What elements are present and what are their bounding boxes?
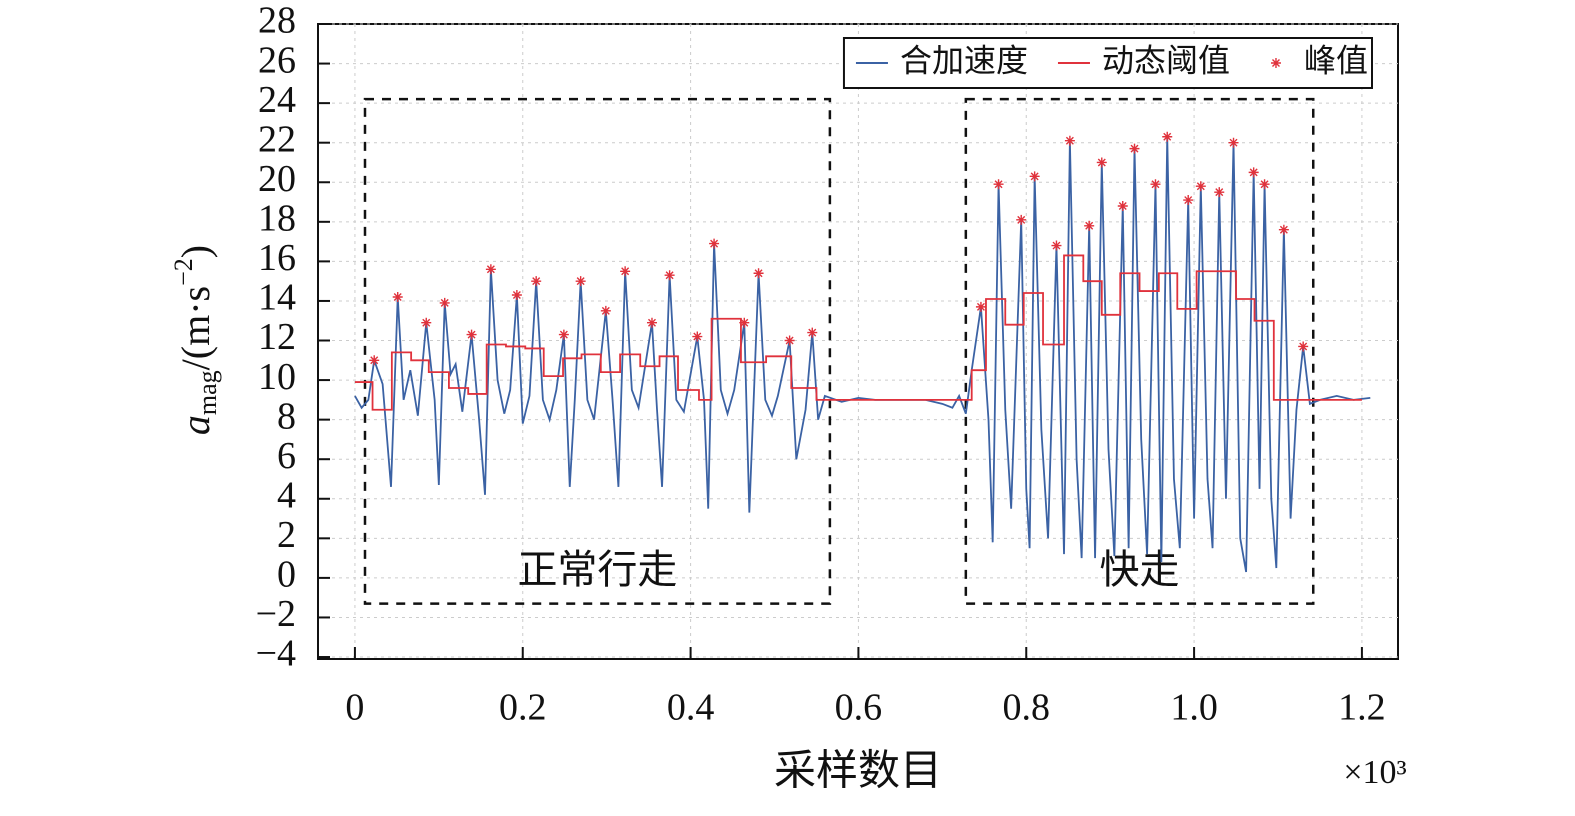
- legend-item: 合加速度: [855, 42, 1028, 78]
- y-tick-label: 0: [277, 554, 296, 596]
- peak-marker: [692, 331, 703, 342]
- legend-box: [842, 37, 1373, 89]
- peak-marker: [558, 329, 569, 340]
- y-axis-label: amag/(m·s−2): [169, 245, 222, 435]
- peak-marker: [421, 317, 432, 328]
- y-tick-label: 28: [258, 0, 296, 42]
- y-label-close: ): [173, 245, 218, 258]
- y-label-subscript: mag: [193, 370, 222, 415]
- y-tick-label: 18: [258, 198, 296, 240]
- peak-marker: [531, 276, 542, 287]
- y-tick-label: 26: [258, 39, 296, 81]
- x-axis-label: 采样数目: [774, 749, 942, 795]
- x-multiplier: ×10³: [1343, 754, 1406, 791]
- peak-marker: [1183, 195, 1194, 206]
- peak-marker: [1278, 224, 1289, 235]
- peak-marker: [993, 179, 1004, 190]
- y-tick-label: 4: [277, 474, 296, 516]
- y-tick-label: 8: [277, 395, 296, 437]
- peak-marker: [1117, 200, 1128, 211]
- y-label-symbol: a: [173, 415, 218, 435]
- y-tick-label: 14: [258, 277, 296, 319]
- legend-item: 峰值: [1270, 42, 1368, 78]
- annotation-box: [964, 97, 1315, 605]
- peak-marker: [485, 264, 496, 275]
- peak-marker: [575, 276, 586, 287]
- peak-marker: [1051, 240, 1062, 251]
- peak-marker: [1298, 341, 1309, 352]
- legend-item: 动态阈值: [1057, 42, 1230, 78]
- peak-marker: [392, 291, 403, 302]
- acceleration-line: [354, 136, 1371, 573]
- y-tick-label: −2: [256, 593, 296, 635]
- x-tick-label: 1.0: [1170, 687, 1218, 729]
- y-label-exponent: −2: [169, 258, 198, 286]
- y-tick-label: 2: [277, 514, 296, 556]
- annotation-label: 快走: [1100, 547, 1180, 592]
- peak-marker: [1016, 214, 1027, 225]
- peak-marker: [784, 335, 795, 346]
- peak-marker: [369, 355, 380, 366]
- peak-marker: [1270, 58, 1281, 68]
- annotation-label: 正常行走: [517, 547, 677, 592]
- peak-marker: [753, 268, 764, 279]
- x-tick-label: 0.4: [667, 687, 715, 729]
- threshold-line: [354, 254, 1362, 411]
- peak-marker: [1084, 220, 1095, 231]
- peak-marker: [1214, 187, 1225, 198]
- peak-marker: [466, 329, 477, 340]
- peak-marker: [511, 290, 522, 301]
- legend-label: 合加速度: [900, 42, 1028, 78]
- legend-label: 峰值: [1304, 42, 1368, 78]
- peak-marker: [1064, 135, 1075, 146]
- peak-marker: [600, 305, 611, 316]
- peak-marker: [439, 297, 450, 308]
- x-tick-label: 0.2: [499, 687, 547, 729]
- peak-marker: [1150, 179, 1161, 190]
- annotation-box: [363, 97, 832, 605]
- x-tick-label: 0.8: [1003, 687, 1051, 729]
- legend-label: 动态阈值: [1102, 42, 1230, 78]
- y-tick-label: 22: [258, 118, 296, 160]
- peak-marker: [620, 266, 631, 277]
- y-tick-label: −4: [256, 633, 296, 675]
- legend: 合加速度 动态阈值 峰值: [842, 37, 1373, 89]
- x-tick-label: 0.6: [835, 687, 883, 729]
- peak-marker: [1129, 143, 1140, 154]
- y-tick-label: 16: [258, 237, 296, 279]
- peak-marker: [1195, 181, 1206, 192]
- peak-marker: [1162, 131, 1173, 142]
- peak-marker: [975, 301, 986, 312]
- peak-marker: [664, 270, 675, 281]
- y-label-unit: /(m·s: [173, 286, 218, 370]
- peak-marker: [1096, 157, 1107, 168]
- y-tick-label: 6: [277, 435, 296, 477]
- peak-marker: [1248, 167, 1259, 178]
- y-tick-label: 20: [258, 158, 296, 200]
- peak-marker: [646, 317, 657, 328]
- peak-marker: [1029, 171, 1040, 182]
- peak-marker: [807, 327, 818, 338]
- peak-marker: [709, 238, 720, 249]
- peak-marker: [1228, 137, 1239, 148]
- y-tick-label: 12: [258, 316, 296, 358]
- x-tick-label: 1.2: [1338, 687, 1386, 729]
- peak-marker: [739, 317, 750, 328]
- y-tick-label: 10: [258, 356, 296, 398]
- peak-marker: [1259, 179, 1270, 190]
- y-tick-label: 24: [258, 79, 296, 121]
- x-tick-label: 0: [345, 687, 364, 729]
